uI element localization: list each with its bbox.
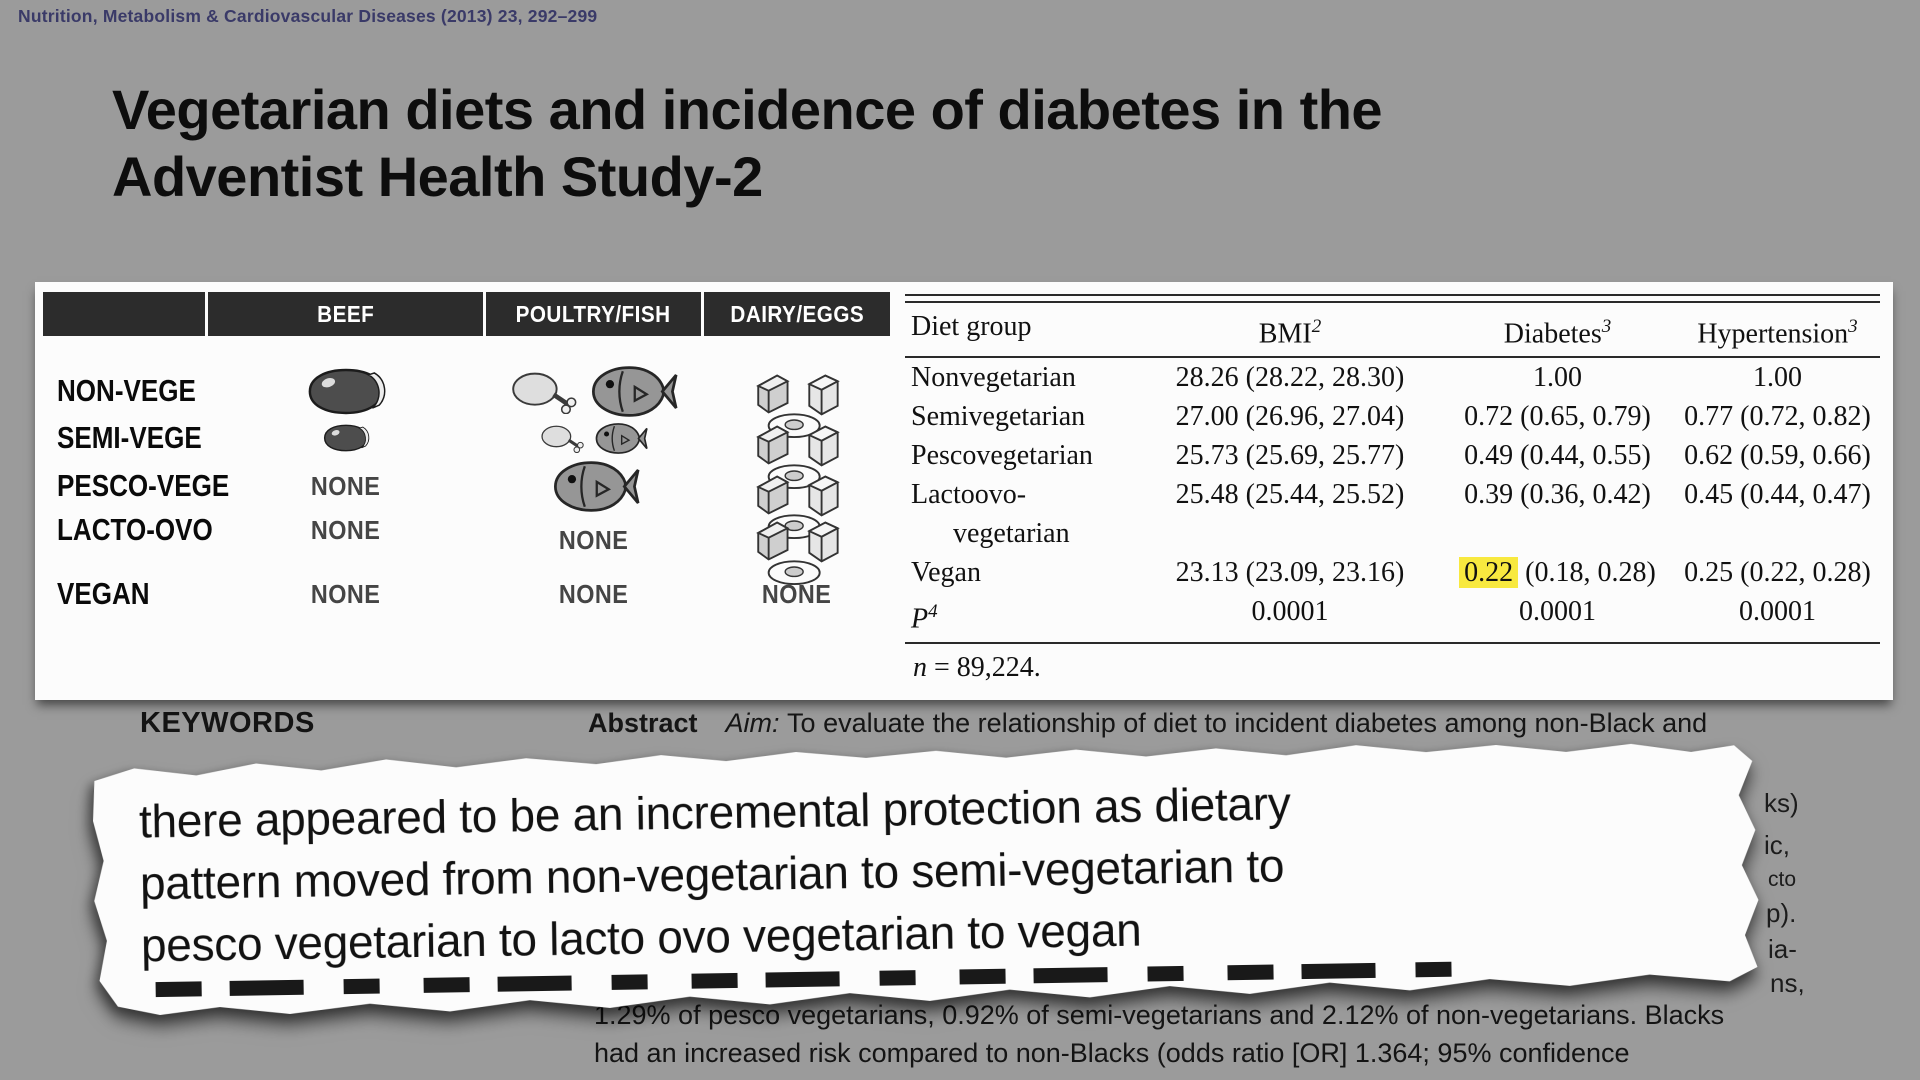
figure-row-non-vege: NON-VEGE <box>43 353 890 429</box>
abstract-fragment: ic, <box>1764 830 1790 860</box>
col-diet-group: Diet group <box>911 311 1032 342</box>
keywords-label: KEYWORDS <box>140 707 315 739</box>
header-cell-beef: BEEF <box>208 292 483 336</box>
figure-row-semi-vege: SEMI-VEGE <box>43 400 890 476</box>
header-cell-dairy-eggs: DAIRY/EGGS <box>704 292 890 336</box>
abstract-fragment: cto <box>1768 868 1797 891</box>
abstract-bottom-line-1: 1.29% of pesco vegetarians, 0.92% of sem… <box>594 1000 1725 1030</box>
none-label: NONE <box>558 578 629 609</box>
row-label: SEMI-VEGE <box>57 420 202 455</box>
abstract-fragment: ns, <box>1770 968 1805 998</box>
figure-row-lacto-ovo: LACTO-OVO NONE NONE <box>43 492 890 568</box>
highlighted-value: 0.22 <box>1459 557 1519 589</box>
sample-size-note: n = 89,224. <box>913 651 1041 683</box>
results-row-pescovegetarian: Pescovegetarian 25.73 (25.69, 25.77) 0.4… <box>911 440 1871 472</box>
figure-row-pesco-vege: PESCO-VEGE NONE <box>43 448 890 524</box>
journal-citation: Nutrition, Metabolism & Cardiovascular D… <box>18 6 598 26</box>
none-label: NONE <box>310 470 381 501</box>
diet-figure-header: BEEF POULTRY/FISH DAIRY/EGGS <box>43 292 890 336</box>
results-row-vegan: Vegan 23.13 (23.09, 23.16) 0.22 (0.18, 0… <box>911 557 1871 589</box>
header-cell-empty <box>43 292 205 336</box>
row-label: PESCO-VEGE <box>57 468 230 503</box>
quote-text: there appeared to be an incremental prot… <box>86 735 1762 998</box>
results-header-row: Diet group BMI2 Diabetes3 Hypertension3 <box>905 303 1880 356</box>
col-bmi: BMI2 <box>1258 316 1322 350</box>
col-diabetes: Diabetes3 <box>1503 316 1612 350</box>
page-title: Vegetarian diets and incidence of diabet… <box>112 76 1383 210</box>
abstract-fragment: p). <box>1766 898 1797 928</box>
torn-paper-overlay: there appeared to be an incremental prot… <box>86 735 1762 1021</box>
results-row-nonvegetarian: Nonvegetarian 28.26 (28.22, 28.30) 1.00 … <box>911 362 1802 394</box>
abstract-fragment: ks) <box>1764 788 1799 818</box>
results-row-lactoovo: Lactoovo- vegetarian 25.48 (25.44, 25.52… <box>911 479 1871 550</box>
title-line-1: Vegetarian diets and incidence of diabet… <box>112 78 1383 141</box>
none-label: NONE <box>762 578 832 609</box>
header-cell-poultry-fish: POULTRY/FISH <box>486 292 701 336</box>
figure-panel: BEEF POULTRY/FISH DAIRY/EGGS NON-VEGE SE… <box>35 282 1893 700</box>
title-line-2: Adventist Health Study-2 <box>112 145 763 208</box>
row-label: VEGAN <box>57 576 150 611</box>
abstract-fragment: ia- <box>1768 934 1797 964</box>
none-label: NONE <box>558 524 629 555</box>
table-top-rule <box>905 294 1880 296</box>
abstract-aim-line: Abstract Aim: To evaluate the relationshi… <box>588 708 1708 738</box>
results-table: Diet group BMI2 Diabetes3 Hypertension3 … <box>905 294 1880 683</box>
abstract-label: Abstract <box>588 708 698 738</box>
figure-row-vegan: VEGAN NONE NONE NONE <box>43 576 890 612</box>
results-row-pvalue: P4 0.0001 0.0001 0.0001 <box>911 596 1816 635</box>
abstract-bottom-line-2: had an increased risk compared to non-Bl… <box>594 1038 1630 1068</box>
aim-label: Aim: <box>725 708 780 738</box>
row-label: LACTO-OVO <box>57 512 213 547</box>
none-label: NONE <box>310 514 381 545</box>
row-label: NON-VEGE <box>57 373 196 408</box>
results-row-semivegetarian: Semivegetarian 27.00 (26.96, 27.04) 0.72… <box>911 401 1871 433</box>
none-label: NONE <box>310 578 381 609</box>
col-hypertension: Hypertension3 <box>1697 316 1858 350</box>
